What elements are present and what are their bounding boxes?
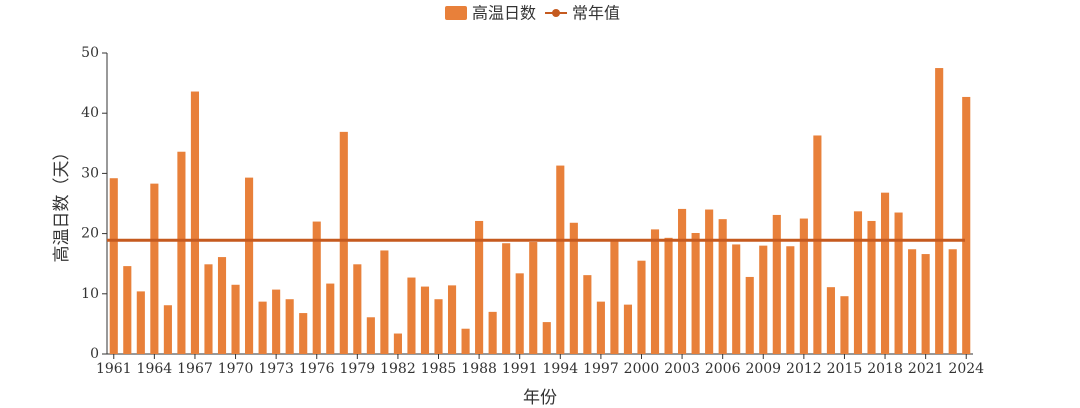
legend-swatch [445, 6, 467, 20]
bar [813, 135, 822, 354]
bar [353, 264, 362, 354]
legend-label: 高温日数 [472, 4, 536, 23]
bar [921, 254, 930, 354]
y-axis-label: 高温日数（天） [52, 144, 72, 263]
bar [705, 209, 714, 354]
bar [637, 260, 646, 354]
bar [867, 220, 876, 354]
bar [894, 212, 903, 354]
bar [488, 311, 497, 354]
bar [678, 208, 687, 354]
bar [718, 219, 727, 354]
bar [853, 211, 863, 354]
bar [217, 257, 227, 354]
y-tick-label: 20 [81, 226, 99, 242]
bar [447, 285, 457, 354]
x-tick-label: 1961 [96, 361, 132, 377]
bar [650, 229, 660, 354]
x-tick-label: 1973 [258, 361, 294, 377]
bar [190, 91, 200, 354]
bar [150, 183, 159, 354]
x-tick-label: 2018 [867, 361, 903, 377]
bar [569, 222, 578, 354]
bar [109, 178, 118, 354]
bar [231, 284, 240, 354]
bar [935, 68, 944, 355]
bar [826, 287, 835, 354]
bar [339, 131, 348, 354]
bar [407, 277, 416, 354]
bar [610, 239, 619, 354]
x-tick-label: 2000 [624, 361, 660, 377]
bar [948, 249, 957, 354]
x-tick-label: 1982 [380, 361, 416, 377]
bar [204, 264, 213, 354]
x-tick-label: 1964 [137, 361, 173, 377]
legend-swatch [552, 9, 561, 17]
y-tick-label: 40 [81, 105, 99, 121]
bar [745, 276, 754, 354]
x-tick-label: 2009 [745, 361, 781, 377]
bar [312, 221, 321, 354]
y-tick-label: 0 [90, 346, 99, 362]
bar [434, 299, 443, 354]
bar [732, 244, 741, 354]
x-tick-label: 1997 [583, 361, 619, 377]
x-tick-label: 1967 [177, 361, 213, 377]
y-tick-label: 10 [81, 286, 99, 302]
bar [880, 192, 890, 354]
bar [556, 165, 565, 354]
bar [163, 305, 172, 354]
bar [542, 322, 551, 354]
bar [596, 301, 605, 354]
bar [583, 275, 592, 354]
bar [258, 301, 267, 354]
x-tick-label: 2024 [948, 361, 984, 377]
bar [759, 245, 768, 354]
bar [245, 177, 254, 354]
bar [664, 237, 673, 354]
y-tick-label: 50 [81, 45, 99, 61]
bar [380, 250, 389, 354]
bar [799, 218, 808, 354]
x-tick-label: 1970 [218, 361, 254, 377]
x-tick-label: 2012 [786, 361, 822, 377]
bar [840, 296, 849, 354]
x-tick-label: 2006 [705, 361, 741, 377]
bar [772, 214, 781, 354]
bar [366, 317, 375, 354]
legend-label: 常年值 [572, 4, 620, 23]
x-axis-label: 年份 [523, 388, 557, 408]
bar [299, 313, 308, 354]
x-tick-label: 1991 [502, 361, 538, 377]
bar [420, 286, 430, 354]
bar [529, 242, 538, 354]
bar [786, 246, 795, 354]
bar [461, 328, 470, 354]
bar [272, 289, 281, 354]
x-tick-label: 1985 [421, 361, 457, 377]
x-tick-label: 2021 [908, 361, 944, 377]
bar [908, 249, 917, 354]
bar [136, 291, 145, 354]
bar [285, 299, 294, 354]
x-tick-label: 1994 [542, 361, 578, 377]
x-tick-label: 2015 [827, 361, 863, 377]
bar [962, 96, 971, 355]
bar [623, 304, 633, 354]
bar [515, 273, 524, 354]
bar [393, 333, 402, 354]
bar [691, 232, 700, 354]
bar [502, 243, 511, 354]
x-tick-label: 2003 [664, 361, 700, 377]
y-tick-label: 30 [81, 165, 99, 181]
bar [177, 151, 186, 354]
x-tick-label: 1988 [461, 361, 497, 377]
x-tick-label: 1976 [299, 361, 335, 377]
bar [123, 266, 132, 354]
x-tick-label: 1979 [340, 361, 376, 377]
bar [326, 283, 335, 354]
bar [475, 220, 484, 354]
